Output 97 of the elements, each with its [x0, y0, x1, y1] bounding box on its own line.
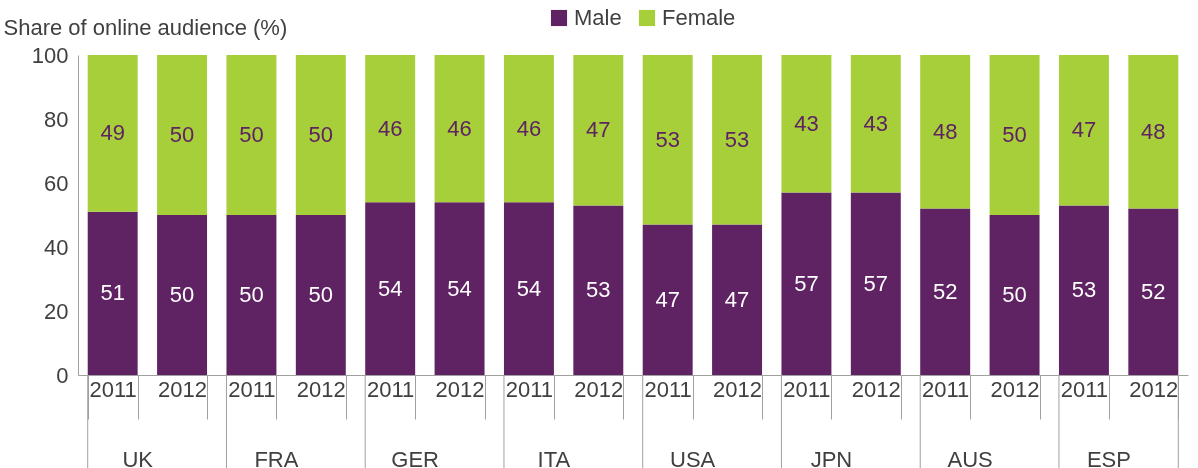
x-tick-label: 2012 — [713, 376, 763, 402]
bar — [920, 208, 971, 375]
bar — [1058, 55, 1109, 206]
bar — [573, 55, 624, 206]
x-tick-label: 2011 — [783, 376, 831, 402]
x-tick-label: 2012 — [1129, 376, 1179, 402]
bar — [226, 55, 277, 215]
data-label: 57 — [794, 270, 819, 296]
x-tick-label: 2012 — [851, 376, 901, 402]
bar — [434, 202, 485, 375]
bar — [434, 55, 485, 203]
data-label: 48 — [1141, 118, 1166, 144]
y-tick-label: 60 — [44, 170, 69, 196]
x-tick-label: 2011 — [922, 376, 970, 402]
text: JPN — [810, 447, 853, 468]
bar — [87, 211, 138, 375]
bar — [573, 205, 624, 375]
y-tick-label: 20 — [44, 298, 69, 324]
data-label: 43 — [863, 110, 889, 136]
bar — [226, 215, 277, 375]
data-label: 50 — [239, 282, 264, 307]
bar — [781, 192, 832, 375]
data-label: 46 — [447, 115, 472, 141]
x-tick-label: 2011 — [367, 376, 415, 402]
data-label: 50 — [239, 122, 264, 147]
data-label: 53 — [655, 126, 680, 152]
x-tick-label: 2012 — [296, 376, 346, 402]
bar — [157, 55, 208, 215]
data-label: 52 — [932, 278, 958, 304]
text: UK — [122, 447, 154, 468]
data-label: 57 — [863, 270, 889, 296]
text: GER — [391, 447, 440, 468]
data-label: 54 — [447, 275, 472, 301]
data-label: 47 — [586, 117, 611, 143]
data-label: 54 — [516, 275, 542, 301]
x-tick-label: 2011 — [228, 376, 276, 402]
data-label: 50 — [1002, 122, 1027, 147]
y-tick-label: 40 — [44, 234, 69, 260]
data-label: 50 — [1002, 282, 1027, 307]
bar — [503, 55, 554, 203]
x-tick-label: 2011 — [1060, 376, 1109, 402]
text: AUS — [947, 447, 993, 468]
bar — [1128, 208, 1179, 375]
data-label: 54 — [377, 275, 403, 301]
y-tick-label: 0 — [56, 362, 69, 388]
bar — [781, 55, 832, 193]
bar — [365, 202, 416, 375]
data-label: 43 — [794, 110, 819, 136]
bar — [850, 55, 901, 193]
bar — [295, 215, 346, 375]
x-tick-label: 2011 — [644, 376, 692, 402]
bar — [1058, 205, 1109, 375]
x-tick-label: 2011 — [89, 376, 137, 402]
text: FRA — [254, 447, 299, 468]
bar — [642, 224, 693, 375]
bar — [642, 55, 693, 225]
data-label: 53 — [1071, 277, 1097, 303]
y-tick-label: 80 — [44, 106, 69, 132]
data-label: 50 — [308, 122, 334, 147]
data-label: 49 — [100, 120, 125, 146]
data-label: 47 — [724, 286, 750, 312]
x-tick-label: 2012 — [990, 376, 1040, 402]
data-label: 47 — [1071, 117, 1097, 143]
legend-label: Male — [574, 5, 622, 30]
text: ESP — [1086, 447, 1131, 468]
bar — [712, 55, 763, 225]
x-tick-label: 2011 — [505, 376, 554, 402]
text: ITA — [537, 447, 571, 468]
bar — [1128, 55, 1179, 209]
bar — [989, 55, 1040, 215]
y-tick-label: 100 — [31, 42, 69, 68]
y-axis-title: Share of online audience (%) — [3, 14, 288, 40]
data-label: 48 — [932, 118, 958, 144]
data-label: 50 — [308, 282, 334, 307]
data-label: 47 — [655, 286, 680, 312]
bar — [712, 224, 763, 375]
x-tick-label: 2012 — [574, 376, 624, 402]
data-label: 46 — [516, 115, 542, 141]
data-label: 53 — [586, 277, 611, 303]
x-tick-label: 2012 — [158, 376, 208, 402]
bar — [920, 55, 971, 209]
text: USA — [670, 447, 716, 468]
data-label: 50 — [169, 282, 195, 307]
legend-label: Female — [662, 5, 736, 30]
data-label: 53 — [724, 126, 750, 152]
bar — [503, 202, 554, 375]
bar — [87, 55, 138, 212]
x-tick-label: 2012 — [435, 376, 485, 402]
data-label: 46 — [377, 115, 403, 141]
data-label: 50 — [169, 122, 195, 147]
bar — [295, 55, 346, 215]
bar — [850, 192, 901, 375]
data-label: 52 — [1141, 278, 1166, 304]
bar — [157, 215, 208, 375]
data-label: 51 — [100, 280, 125, 306]
bar — [365, 55, 416, 203]
bar — [989, 215, 1040, 375]
